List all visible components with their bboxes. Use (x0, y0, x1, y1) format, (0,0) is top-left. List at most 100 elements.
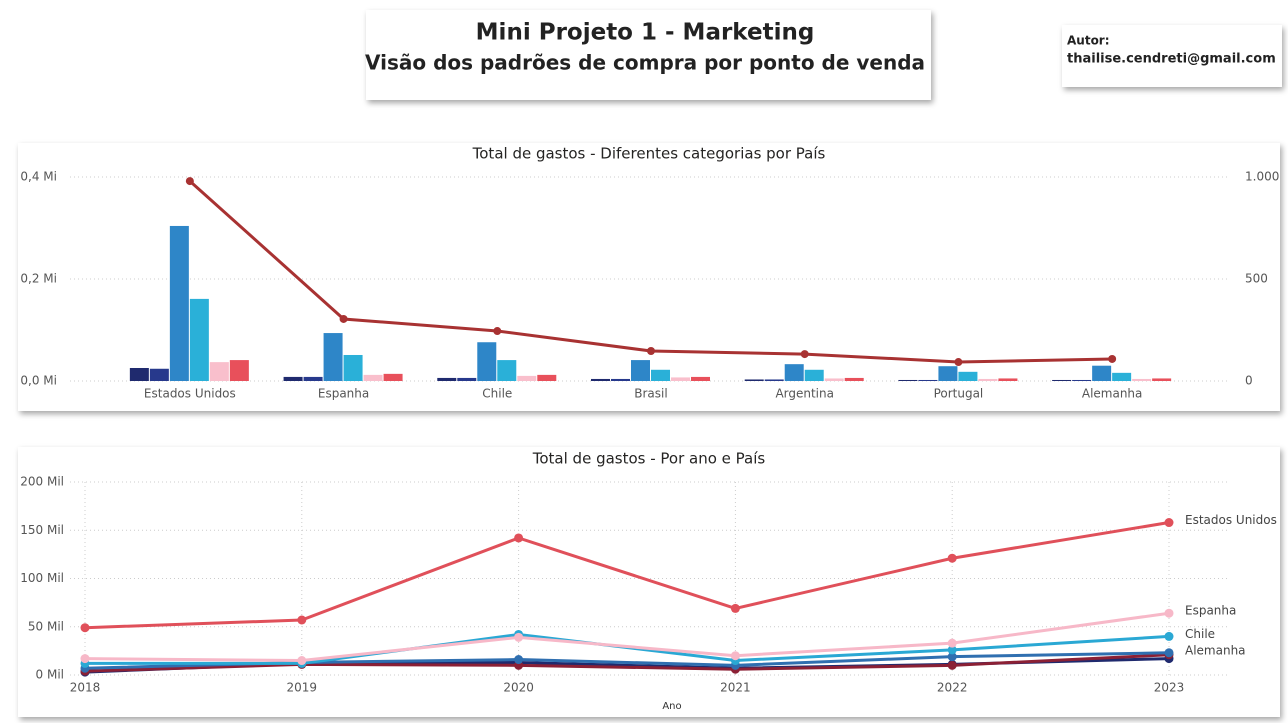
x-tick-label: 2019 (287, 681, 318, 695)
bar (129, 367, 149, 381)
bar (611, 378, 630, 381)
bar (691, 376, 710, 381)
title-box (366, 10, 931, 100)
bar (844, 377, 864, 381)
bar (631, 360, 650, 381)
bar (998, 378, 1018, 381)
bar (149, 368, 169, 381)
y-tick-label: 200 Mil (20, 475, 64, 489)
x-tick-label: Chile (482, 387, 512, 401)
bar (784, 364, 804, 381)
bar (591, 378, 610, 381)
point (514, 533, 524, 543)
y-tick-label: 0,0 Mi (20, 374, 57, 388)
bar (437, 377, 457, 381)
point (947, 638, 957, 648)
panel (18, 447, 1280, 717)
x-tick-label: 2020 (503, 681, 534, 695)
point (80, 623, 90, 633)
y-tick-label: 50 Mil (28, 619, 64, 633)
bar (958, 371, 978, 381)
point (947, 660, 957, 670)
point (800, 350, 809, 359)
bar (1052, 379, 1072, 381)
y2-tick-label: 0 (1245, 374, 1253, 388)
y2-tick-label: 500 (1245, 272, 1268, 286)
bar (209, 362, 229, 381)
series-label: Chile (1185, 627, 1215, 641)
point (954, 358, 963, 367)
point (730, 651, 740, 661)
point (80, 654, 90, 664)
bar (764, 379, 784, 381)
author-label: Autor: (1067, 34, 1110, 48)
bar (169, 225, 189, 381)
bar (1152, 378, 1172, 381)
x-tick-label: Estados Unidos (144, 387, 236, 401)
chart-title: Total de gastos - Por ano e País (532, 450, 766, 468)
bar (651, 369, 670, 381)
point (514, 655, 524, 665)
bar (918, 379, 938, 381)
bar (804, 369, 824, 381)
x-tick-label: Brasil (634, 387, 667, 401)
bar (283, 376, 303, 381)
y-tick-label: 0 Mil (36, 668, 64, 682)
x-tick-label: Portugal (934, 387, 984, 401)
bar (824, 378, 844, 381)
bar (1132, 378, 1152, 381)
y-tick-label: 100 Mil (20, 571, 64, 585)
bar (189, 298, 209, 381)
point (1164, 608, 1174, 618)
bar (537, 374, 557, 381)
point (1164, 648, 1174, 658)
bar (363, 374, 383, 381)
x-tick-label: Argentina (775, 387, 834, 401)
point (185, 177, 194, 186)
bar (303, 376, 323, 381)
x-tick-label: 2022 (937, 681, 968, 695)
point (493, 327, 502, 336)
point (297, 656, 307, 666)
page-subtitle: Visão dos padrões de compra por ponto de… (365, 51, 925, 75)
point (297, 615, 307, 625)
point (947, 553, 957, 563)
author-email: thailise.cendreti@gmail.com (1067, 52, 1276, 67)
x-tick-label: 2021 (720, 681, 751, 695)
page-title: Mini Projeto 1 - Marketing (476, 20, 815, 46)
point (1164, 631, 1174, 641)
point (647, 347, 655, 356)
series-label: Estados Unidos (1185, 513, 1277, 527)
bar (229, 360, 249, 381)
bar (1072, 379, 1092, 381)
point (947, 645, 957, 655)
point (339, 314, 348, 323)
y-tick-label: 150 Mil (20, 523, 64, 537)
x-tick-label: 2018 (70, 681, 101, 695)
author-box (1062, 25, 1282, 87)
line (84, 521, 1170, 630)
line (84, 611, 1170, 663)
point (1164, 518, 1174, 528)
point (947, 652, 957, 662)
bar (744, 379, 764, 381)
y-tick-label: 0,2 Mi (20, 272, 57, 286)
point (730, 603, 740, 613)
bar (1112, 372, 1132, 381)
y-tick-label: 0,4 Mi (20, 170, 57, 184)
bar (1092, 365, 1112, 381)
bar (383, 373, 403, 381)
x-tick-label: 2023 (1154, 681, 1185, 695)
x-tick-label: Espanha (318, 387, 369, 401)
y2-tick-label: 1.000 (1245, 170, 1279, 184)
x-tick-label: Alemanha (1082, 387, 1143, 401)
bar (978, 378, 998, 381)
bar (343, 354, 363, 381)
bar (323, 333, 343, 381)
line (84, 653, 1170, 673)
bar (457, 377, 477, 381)
chart-title: Total de gastos - Diferentes categorias … (472, 145, 826, 163)
bar (671, 377, 690, 381)
x-axis-label: Ano (662, 701, 681, 712)
